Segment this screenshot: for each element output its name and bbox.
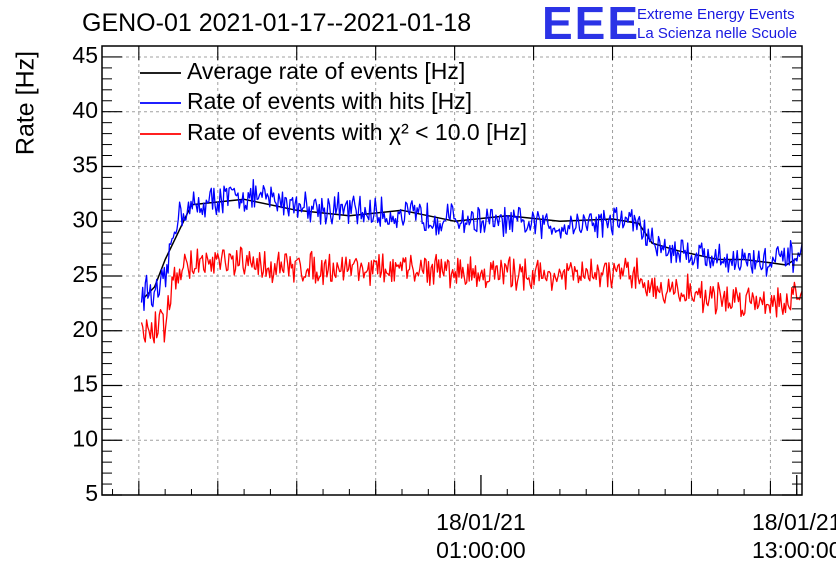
plot-frame <box>101 45 803 496</box>
y-tick-label: 20 <box>72 316 98 342</box>
legend-label-2: Rate of events with hits [Hz] <box>187 88 472 114</box>
legend: Average rate of events [Hz] Rate of event… <box>140 58 527 145</box>
y-tick-label: 45 <box>72 42 98 68</box>
y-tick-label: 5 <box>85 480 98 506</box>
x-tick-label-time: 01:00:00 <box>436 537 526 563</box>
eee-logo: EEE Extreme Energy Events La Scienza nel… <box>542 0 836 49</box>
y-tick-label: 25 <box>72 261 98 287</box>
series-line-3 <box>140 246 803 344</box>
y-tick-label: 40 <box>72 97 98 123</box>
axis-ticks: 5101520253035404518/01/2101:00:0018/01/2… <box>72 42 836 563</box>
y-axis-label: Rate [Hz] <box>12 51 40 155</box>
x-tick-label-date: 18/01/21 <box>752 509 836 535</box>
eee-logo-mark: EEE <box>542 0 641 49</box>
y-tick-label: 35 <box>72 152 98 178</box>
y-tick-label: 30 <box>72 206 98 232</box>
logo-line-2: La Scienza nelle Scuole <box>637 25 798 42</box>
legend-label-1: Average rate of events [Hz] <box>187 58 465 84</box>
legend-label-3: Rate of events with χ² < 10.0 [Hz] <box>187 119 527 145</box>
series-layer <box>140 178 803 344</box>
y-tick-label: 10 <box>72 425 98 451</box>
eee-logo-text: Extreme Energy Events La Scienza nelle S… <box>637 5 797 43</box>
chart-title: GENO-01 2021-01-17--2021-01-18 <box>82 9 472 37</box>
x-tick-label-date: 18/01/21 <box>436 509 526 535</box>
logo-line-1: Extreme Energy Events <box>637 6 795 23</box>
series-line-2 <box>140 178 803 311</box>
x-tick-label-time: 13:00:00 <box>752 537 836 563</box>
y-tick-label: 15 <box>72 371 98 397</box>
